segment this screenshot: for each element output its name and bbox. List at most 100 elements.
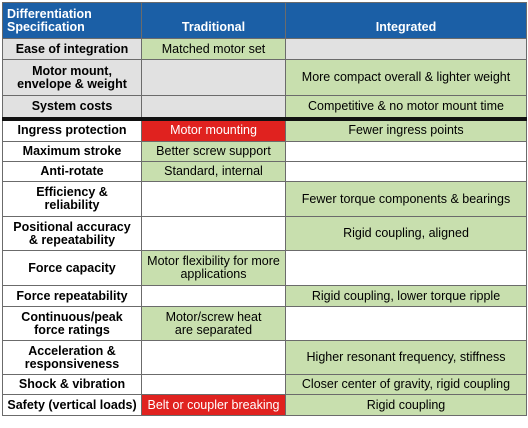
traditional-line: Belt or coupler breaking: [147, 397, 280, 412]
table-row: Ingress protection Motor mounting Fewer in…: [2, 116, 527, 142]
integrated-line: More compact overall & lighter weight: [301, 70, 511, 84]
traditional-cell: Belt or coupler breaking: [141, 394, 286, 416]
traditional-cell: [141, 59, 286, 96]
traditional-cell: Motor mounting: [141, 116, 286, 142]
table-body: Ease of integration Matched motor set Moto…: [2, 38, 527, 416]
integrated-cell: [285, 141, 527, 162]
header-specification: Differentiation Specification: [2, 2, 142, 39]
integrated-cell: [285, 306, 527, 341]
integrated-line: Rigid coupling, aligned: [343, 226, 469, 240]
feature-line: Ease of integration: [15, 41, 129, 56]
traditional-line: Better screw support: [156, 144, 271, 158]
table-row: Ease of integration Matched motor set: [2, 38, 527, 60]
feature-cell: Ease of integration: [2, 38, 142, 60]
traditional-cell: [141, 181, 286, 217]
traditional-line: Standard, internal: [164, 164, 263, 178]
traditional-line: Matched motor set: [161, 41, 266, 56]
traditional-cell: Matched motor set: [141, 38, 286, 60]
feature-line: Maximum stroke: [22, 144, 122, 158]
integrated-cell: Rigid coupling, aligned: [285, 216, 527, 251]
feature-line: Efficiency &: [36, 185, 108, 199]
traditional-line: applications: [180, 267, 247, 281]
table-row: Shock & vibration Closer center of gravit…: [2, 374, 527, 395]
traditional-cell: Standard, internal: [141, 161, 286, 182]
table-row: Motor mount, envelope & weight More compac…: [2, 59, 527, 96]
table-row: Safety (vertical loads) Belt or coupler b…: [2, 394, 527, 416]
feature-line: Force capacity: [28, 260, 116, 275]
feature-line: Motor mount,: [32, 63, 112, 78]
feature-cell: Maximum stroke: [2, 141, 142, 162]
feature-cell: Force repeatability: [2, 285, 142, 307]
header-integrated: Integrated: [285, 2, 527, 39]
integrated-cell: [285, 38, 527, 60]
feature-line: & repeatability: [28, 232, 116, 247]
table-row: System costs Competitive & no motor mount…: [2, 95, 527, 119]
integrated-line: Higher resonant frequency, stiffness: [306, 350, 506, 364]
feature-line: Positional accuracy: [13, 219, 131, 234]
header-traditional: Traditional: [141, 2, 286, 39]
traditional-cell: [141, 285, 286, 307]
traditional-line: Motor flexibility for more: [147, 254, 280, 268]
feature-line: Continuous/peak: [21, 309, 123, 324]
traditional-cell: [141, 95, 286, 119]
traditional-cell: Motor flexibility for more applications: [141, 250, 286, 286]
integrated-line: Competitive & no motor mount time: [308, 98, 504, 113]
feature-cell: Acceleration & responsiveness: [2, 340, 142, 375]
header-specification-line2: Specification: [7, 19, 85, 34]
feature-line: Anti-rotate: [40, 164, 104, 178]
feature-cell: Efficiency & reliability: [2, 181, 142, 217]
traditional-line: Motor mounting: [170, 123, 257, 138]
integrated-line: Fewer torque components & bearings: [301, 191, 511, 206]
feature-line: System costs: [31, 98, 113, 113]
integrated-line: Rigid coupling, lower torque ripple: [311, 288, 501, 303]
feature-line: force ratings: [34, 322, 110, 337]
feature-line: Acceleration &: [28, 343, 116, 358]
feature-line: responsiveness: [24, 356, 120, 371]
integrated-cell: Competitive & no motor mount time: [285, 95, 527, 119]
feature-line: Safety (vertical loads): [7, 397, 137, 412]
feature-cell: Safety (vertical loads): [2, 394, 142, 416]
traditional-line: Motor/screw heat: [165, 309, 262, 324]
traditional-cell: [141, 216, 286, 251]
integrated-cell: Fewer ingress points: [285, 116, 527, 142]
feature-line: Force repeatability: [16, 288, 128, 303]
integrated-cell: Higher resonant frequency, stiffness: [285, 340, 527, 375]
traditional-cell: Motor/screw heat are separated: [141, 306, 286, 341]
table-row: Efficiency & reliability Fewer torque comp…: [2, 181, 527, 217]
header-row: Differentiation Specification Traditiona…: [2, 2, 527, 39]
integrated-cell: Rigid coupling, lower torque ripple: [285, 285, 527, 307]
integrated-cell: Closer center of gravity, rigid coupling: [285, 374, 527, 395]
table-row: Maximum stroke Better screw support: [2, 141, 527, 162]
integrated-cell: More compact overall & lighter weight: [285, 59, 527, 96]
feature-cell: Anti-rotate: [2, 161, 142, 182]
feature-cell: Force capacity: [2, 250, 142, 286]
feature-cell: Shock & vibration: [2, 374, 142, 395]
traditional-cell: [141, 340, 286, 375]
table-row: Force capacity Motor flexibility for more…: [2, 250, 527, 286]
integrated-cell: Rigid coupling: [285, 394, 527, 416]
integrated-line: Fewer ingress points: [348, 123, 464, 138]
header-specification-line1: Differentiation: [7, 6, 92, 21]
feature-cell: System costs: [2, 95, 142, 119]
feature-cell: Continuous/peak force ratings: [2, 306, 142, 341]
feature-line: Shock & vibration: [18, 377, 126, 391]
feature-cell: Ingress protection: [2, 116, 142, 142]
integrated-cell: [285, 250, 527, 286]
integrated-cell: [285, 161, 527, 182]
table-row: Acceleration & responsiveness Higher reson…: [2, 340, 527, 375]
integrated-cell: Fewer torque components & bearings: [285, 181, 527, 217]
feature-line: envelope & weight: [17, 76, 127, 91]
table-row: Anti-rotate Standard, internal: [2, 161, 527, 182]
table-row: Positional accuracy & repeatability Rigid …: [2, 216, 527, 251]
integrated-line: Rigid coupling: [366, 397, 446, 412]
traditional-line: are separated: [174, 322, 253, 337]
table-row: Continuous/peak force ratings Motor/screw …: [2, 306, 527, 341]
traditional-cell: Better screw support: [141, 141, 286, 162]
feature-line: reliability: [44, 198, 100, 212]
comparison-table: Differentiation Specification Traditiona…: [2, 2, 527, 416]
traditional-cell: [141, 374, 286, 395]
feature-line: Ingress protection: [17, 123, 127, 138]
feature-cell: Positional accuracy & repeatability: [2, 216, 142, 251]
integrated-line: Closer center of gravity, rigid coupling: [301, 377, 511, 391]
table-row: Force repeatability Rigid coupling, lower…: [2, 285, 527, 307]
